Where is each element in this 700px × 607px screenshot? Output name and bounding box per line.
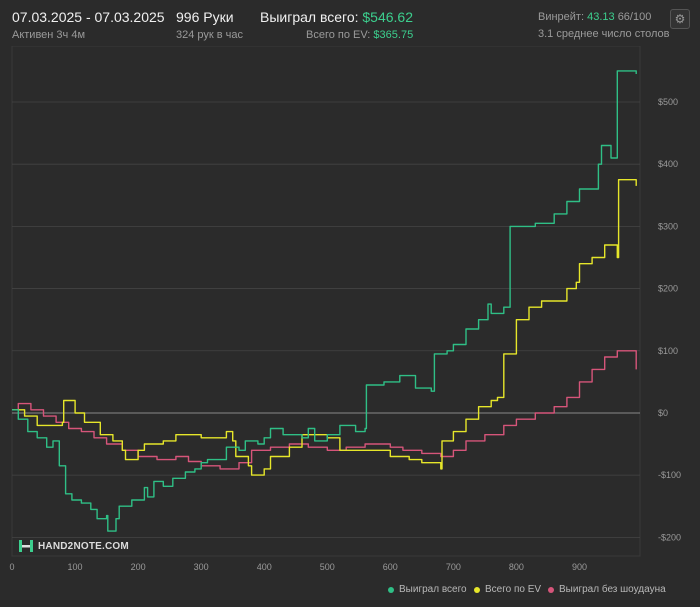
x-tick-label: 300: [194, 562, 209, 572]
legend-dot-ev-total: [474, 586, 480, 593]
profit-chart: $500 $400 $300 $200 $100 $0 -$100 -$200 0 100 200…: [9, 46, 681, 572]
hands-per-hour: 324 рук в час: [176, 29, 244, 41]
y-tick-label: $0: [658, 408, 668, 418]
x-tick-label: 400: [257, 562, 272, 572]
legend-dot-won-total: [388, 586, 394, 593]
y-tick-label: -$100: [658, 470, 681, 480]
avg-tables: 3.1 среднее число столов: [538, 28, 670, 40]
settings-button[interactable]: ⚙: [670, 9, 690, 29]
y-tick-label: -$200: [658, 532, 681, 542]
x-tick-label: 200: [131, 562, 146, 572]
series-line-1: [12, 179, 637, 476]
x-tick-label: 800: [509, 562, 524, 572]
x-tick-label: 0: [9, 562, 14, 572]
x-tick-label: 100: [68, 562, 83, 572]
logo-text: HAND2NOTE.COM: [38, 540, 129, 552]
series-line-0: [12, 70, 637, 532]
active-duration: Активен 3ч 4м: [12, 29, 86, 41]
winrate: Винрейт: 43.13 66/100: [538, 11, 651, 23]
legend-label-won-total: Выиграл всего: [399, 584, 467, 595]
chart-series: [12, 70, 637, 532]
gear-icon: ⚙: [674, 12, 686, 26]
legend-item-won-total[interactable]: Выиграл всего: [388, 584, 467, 595]
winrate-rest: 66/100: [617, 11, 652, 23]
ev-total-label: Всего по EV:: [306, 29, 371, 41]
ev-total: Всего по EV: $365.75: [306, 29, 413, 41]
won-total: Выиграл всего: $546.62: [260, 9, 413, 25]
x-tick-label: 900: [572, 562, 587, 572]
logo-icon: [19, 540, 33, 552]
ev-total-value: $365.75: [373, 29, 414, 41]
hand2note-logo: HAND2NOTE.COM: [18, 538, 129, 554]
legend-item-no-showdown[interactable]: Выиграл без шоудауна: [548, 584, 666, 595]
x-axis-ticks: 0 100 200 300 400 500 600 700 800 900: [9, 562, 586, 572]
stats-header: 07.03.2025 - 07.03.2025 Активен 3ч 4м 99…: [0, 0, 700, 46]
hands-count: 996 Руки: [176, 9, 234, 25]
x-tick-label: 600: [383, 562, 398, 572]
y-tick-label: $400: [658, 159, 678, 169]
legend-label-ev-total: Всего по EV: [485, 584, 542, 595]
legend-item-ev-total[interactable]: Всего по EV: [474, 584, 541, 595]
y-tick-label: $100: [658, 346, 678, 356]
winrate-label: Винрейт:: [538, 11, 585, 23]
x-tick-label: 700: [446, 562, 461, 572]
y-tick-label: $500: [658, 97, 678, 107]
y-tick-label: $200: [658, 284, 678, 294]
chart-grid: [11, 46, 641, 557]
legend-dot-no-showdown: [548, 586, 554, 593]
y-tick-label: $300: [658, 221, 678, 231]
date-range: 07.03.2025 - 07.03.2025: [12, 9, 165, 25]
series-line-2: [12, 350, 637, 470]
winrate-value: 43.13: [587, 11, 615, 23]
won-total-label: Выиграл всего:: [260, 9, 359, 25]
legend-label-no-showdown: Выиграл без шоудауна: [559, 584, 666, 595]
y-axis-ticks: $500 $400 $300 $200 $100 $0 -$100 -$200: [658, 97, 681, 542]
won-total-value: $546.62: [362, 9, 413, 25]
plot-frame: [11, 46, 641, 557]
x-tick-label: 500: [320, 562, 335, 572]
